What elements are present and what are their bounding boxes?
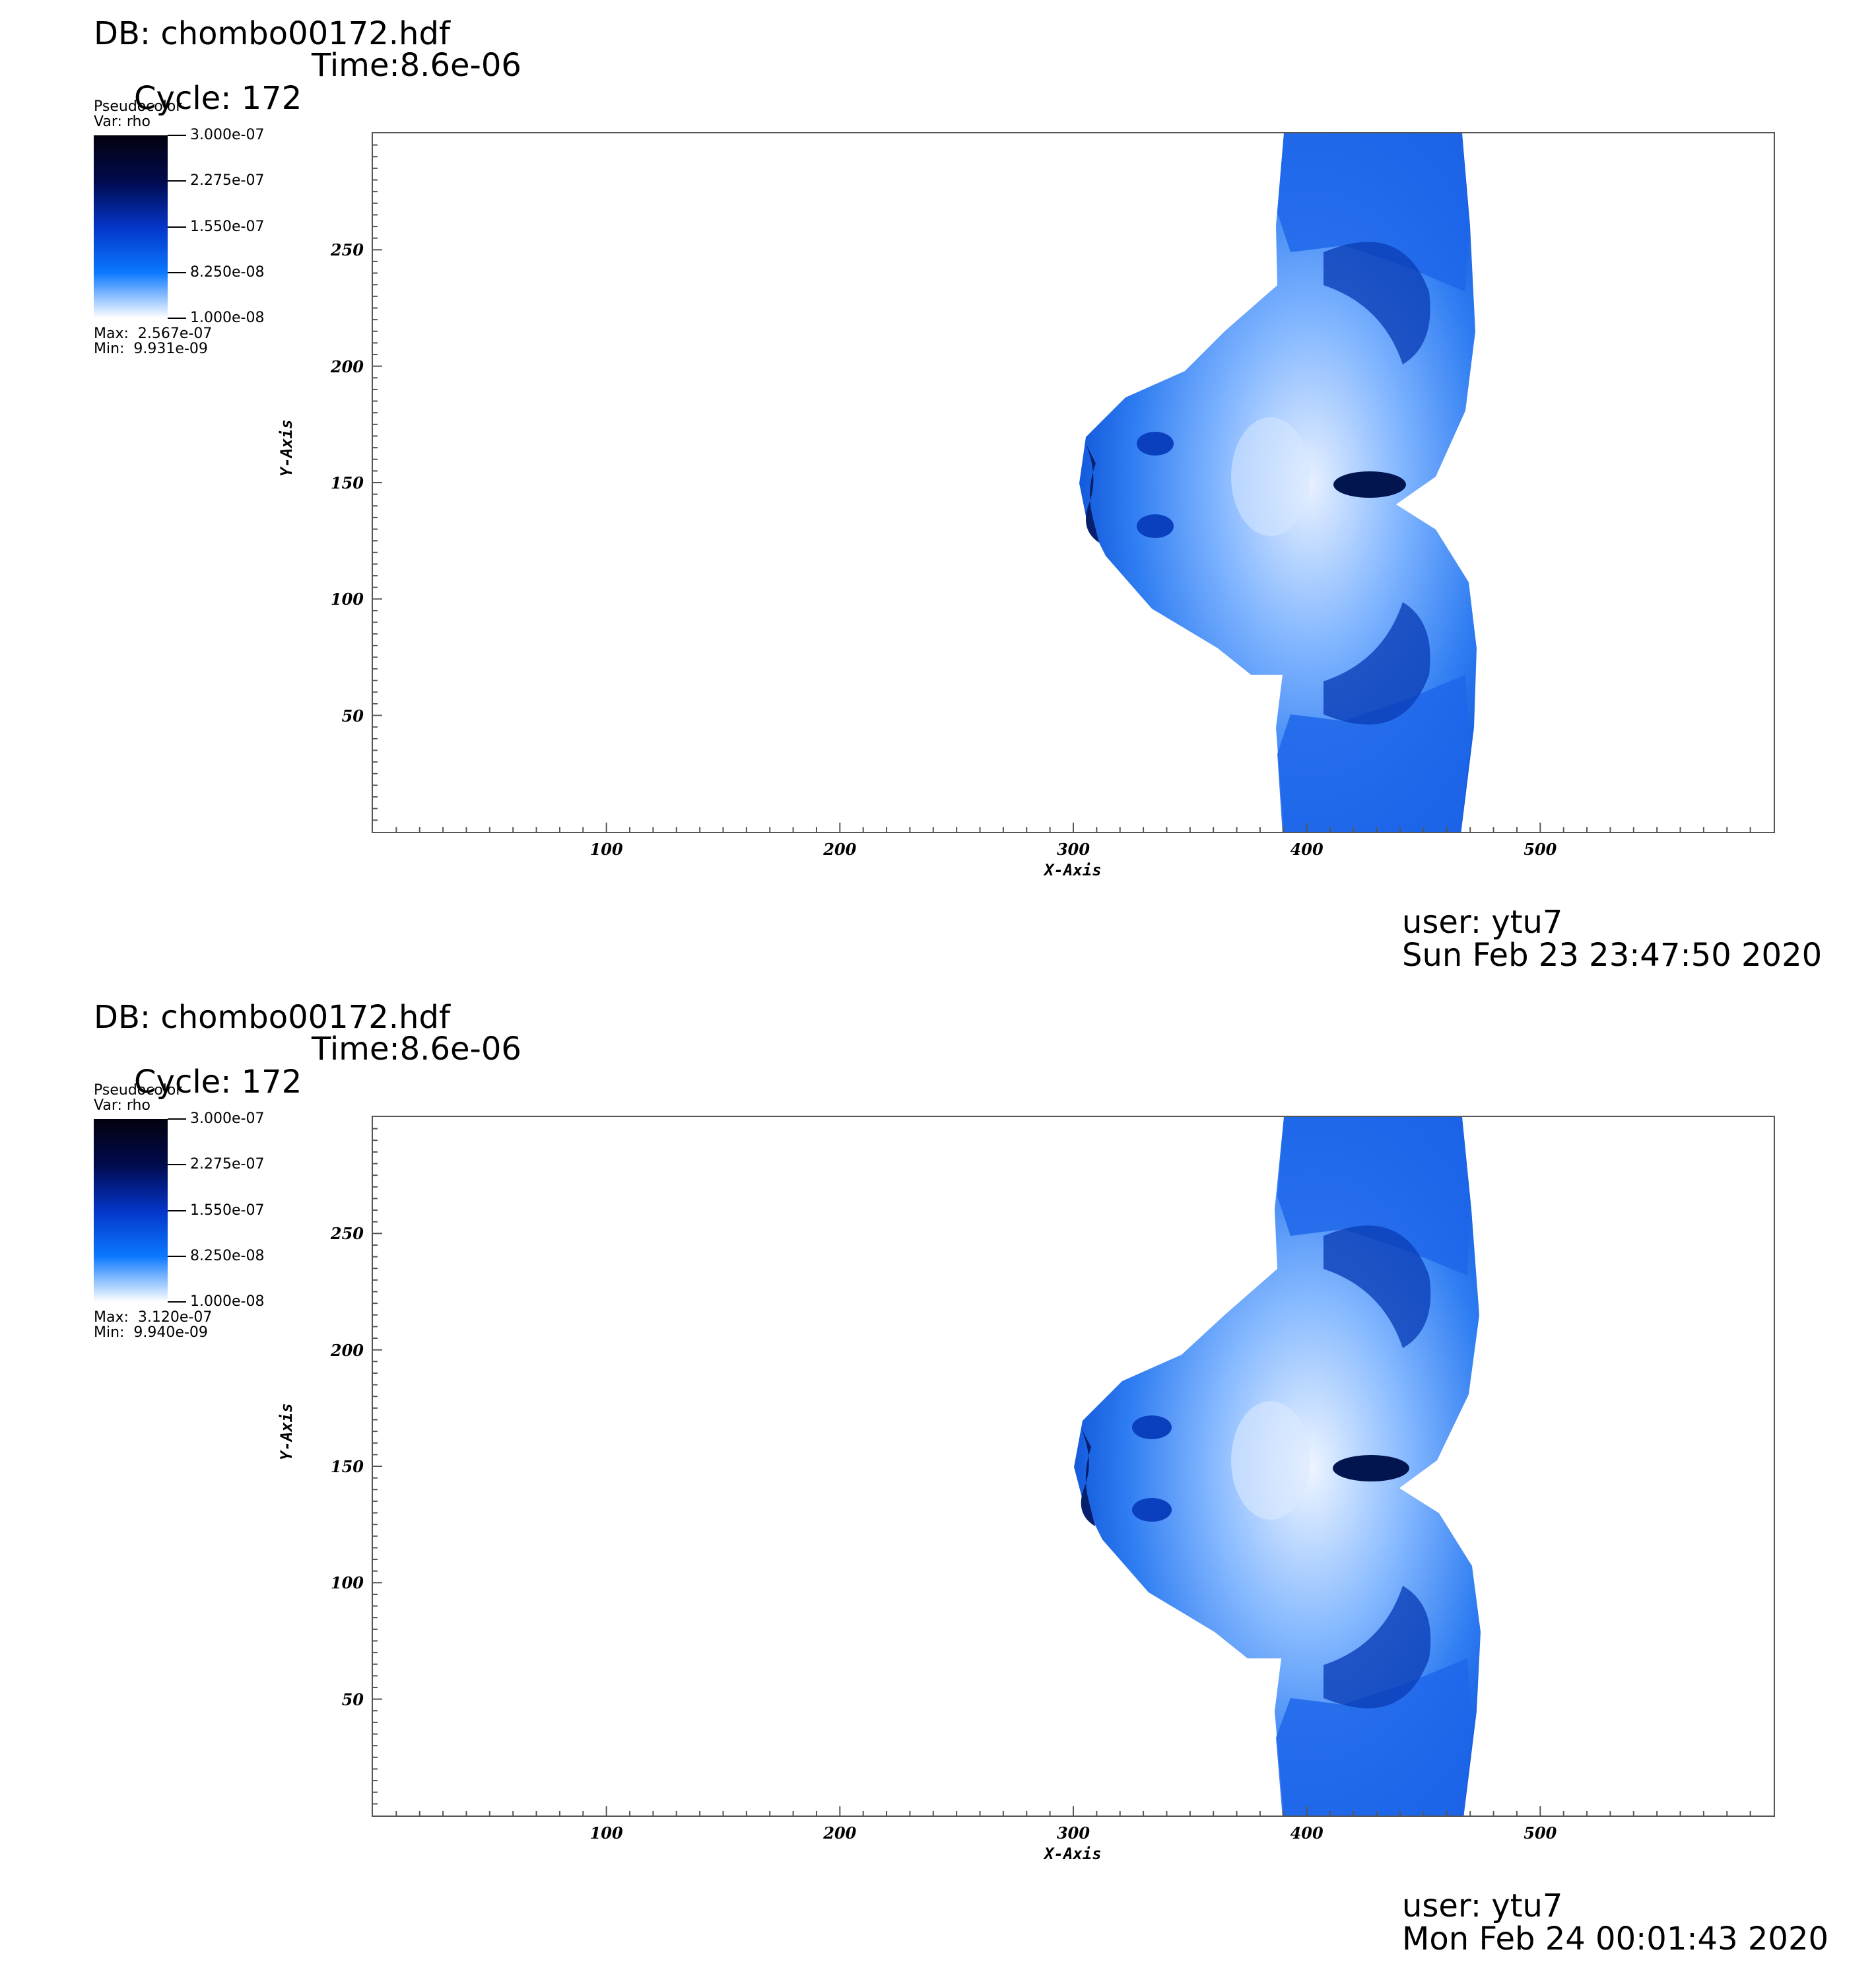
colorbar-tick	[168, 1256, 186, 1257]
colorbar-tick	[168, 180, 186, 182]
user-label: user: ytu7	[1402, 1887, 1563, 1924]
visit-plot-panel: DB: chombo00172.hdf Cycle: 172 Time:8.6e…	[0, 984, 1876, 1967]
colorbar-tick-label: 8.250e-08	[190, 1248, 265, 1264]
plot-area	[372, 132, 1775, 833]
legend-title: Pseudocolor	[94, 98, 182, 115]
y-axis-label: Y-Axis	[277, 1403, 296, 1460]
legend-variable: Var: rho	[94, 114, 151, 130]
y-tick-label: 250	[330, 240, 364, 260]
date-label: Mon Feb 24 00:01:43 2020	[1402, 1920, 1829, 1957]
x-axis-label: X-Axis	[1044, 1845, 1102, 1863]
colorbar-tick-label: 3.000e-07	[190, 127, 265, 143]
cycle-label: Cycle: 172 Time:8.6e-06	[94, 49, 521, 181]
y-tick-label: 200	[330, 1340, 364, 1360]
density-structure	[1079, 133, 1477, 832]
y-tick-label: 50	[341, 1689, 364, 1709]
x-tick-label: 400	[1290, 840, 1323, 859]
x-tick-label: 200	[823, 1823, 857, 1843]
x-tick-label: 400	[1290, 1823, 1323, 1843]
density-field	[1079, 133, 1477, 832]
x-tick-label: 100	[589, 1823, 623, 1843]
x-tick-label: 100	[589, 840, 623, 859]
y-tick-label: 100	[330, 1573, 364, 1593]
colorbar-tick-label: 8.250e-08	[190, 264, 265, 281]
axes	[373, 144, 1751, 832]
colorbar-tick	[168, 226, 186, 228]
date-label: Sun Feb 23 23:47:50 2020	[1402, 937, 1823, 974]
y-axis-label: Y-Axis	[277, 419, 296, 477]
y-tick-label: 250	[330, 1224, 364, 1244]
colorbar-tick	[168, 272, 186, 273]
cycle-value: Cycle: 172	[134, 80, 302, 117]
axes	[373, 1128, 1751, 1816]
user-label: user: ytu7	[1402, 904, 1563, 941]
x-tick-label: 300	[1056, 1823, 1090, 1843]
x-tick-label: 200	[823, 840, 857, 859]
x-tick-label: 300	[1056, 840, 1090, 859]
colorbar-tick	[168, 1164, 186, 1165]
database-label: DB: chombo00172.hdf	[94, 999, 450, 1036]
cycle-value: Cycle: 172	[134, 1064, 302, 1101]
colorbar-tick-label: 1.550e-07	[190, 1202, 265, 1219]
x-axis-label: X-Axis	[1044, 861, 1102, 879]
x-tick-label: 500	[1524, 840, 1557, 859]
colorbar-tick-label: 1.000e-08	[190, 310, 265, 326]
y-tick-label: 50	[341, 706, 364, 726]
y-tick-label: 200	[330, 357, 364, 376]
colorbar-tick-label: 3.000e-07	[190, 1110, 265, 1127]
colorbar-tick	[168, 135, 186, 136]
legend-min: Min: 9.931e-09	[94, 341, 208, 357]
colorbar-tick	[168, 1210, 186, 1211]
cycle-label: Cycle: 172 Time:8.6e-06	[94, 1033, 521, 1165]
y-tick-label: 100	[330, 590, 364, 609]
colorbar-tick-label: 1.000e-08	[190, 1293, 265, 1310]
colorbar	[94, 1119, 168, 1302]
density-structure	[1074, 1117, 1481, 1816]
legend-max: Max: 2.567e-07	[94, 325, 213, 342]
colorbar-tick-label: 2.275e-07	[190, 172, 265, 189]
legend-title: Pseudocolor	[94, 1082, 182, 1099]
colorbar-tick	[168, 1301, 186, 1303]
visit-plot-panel: DB: chombo00172.hdf Cycle: 172 Time:8.6e…	[0, 0, 1876, 984]
colorbar-tick	[168, 1118, 186, 1120]
time-value: Time:8.6e-06	[312, 47, 521, 84]
plot-area	[372, 1116, 1775, 1817]
legend-variable: Var: rho	[94, 1097, 151, 1114]
colorbar	[94, 135, 168, 318]
y-tick-label: 150	[330, 1457, 364, 1476]
density-field	[1074, 1117, 1481, 1816]
y-tick-label: 150	[330, 473, 364, 493]
legend-max: Max: 3.120e-07	[94, 1309, 213, 1326]
time-value: Time:8.6e-06	[312, 1031, 521, 1068]
colorbar-tick-label: 2.275e-07	[190, 1156, 265, 1172]
legend-min: Min: 9.940e-09	[94, 1324, 208, 1341]
colorbar-tick	[168, 318, 186, 319]
colorbar-tick-label: 1.550e-07	[190, 219, 265, 235]
x-tick-label: 500	[1524, 1823, 1557, 1843]
database-label: DB: chombo00172.hdf	[94, 15, 450, 52]
